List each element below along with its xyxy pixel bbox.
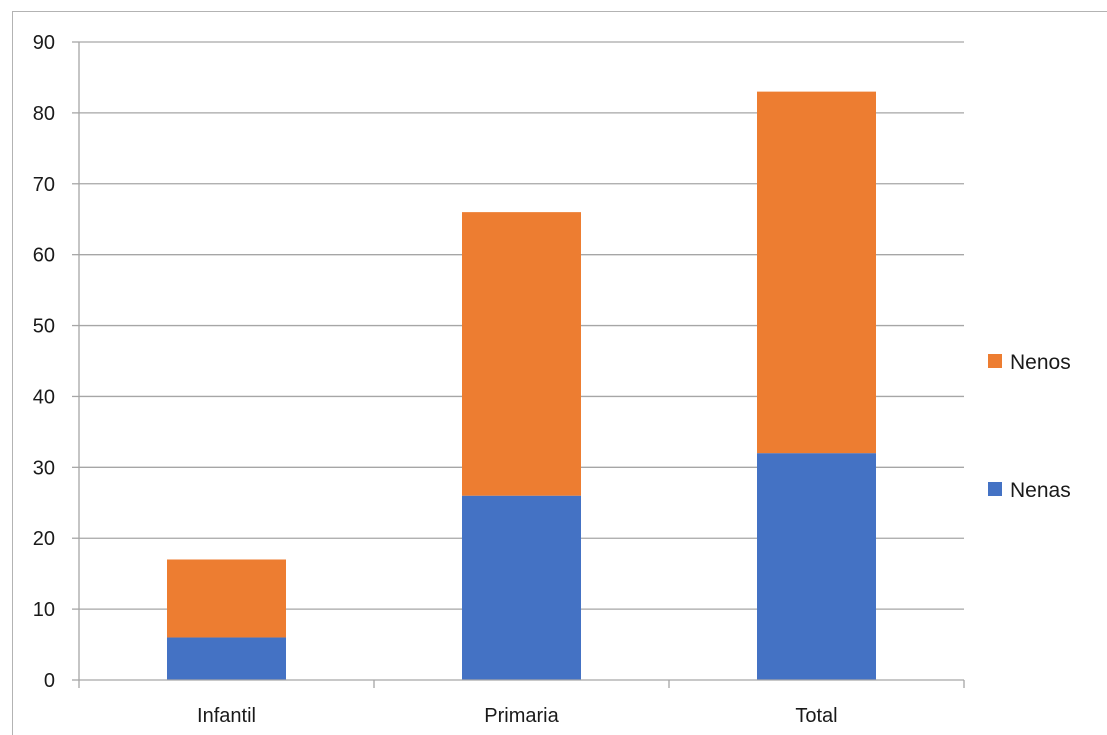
y-tick-label-60: 60 [33, 245, 55, 267]
y-axis-tick-labels: 0 10 20 30 40 50 60 70 80 90 [33, 32, 55, 692]
bar-nenos-primaria [462, 212, 581, 496]
axes [78, 42, 965, 688]
x-tick-label-total: Total [795, 705, 837, 727]
y-tick-label-50: 50 [33, 316, 55, 338]
bar-nenos-total [757, 91, 876, 454]
legend-swatch-nenos [988, 354, 1002, 368]
y-tick-label-90: 90 [33, 32, 55, 54]
legend-swatch-nenas [988, 482, 1002, 496]
x-tick-label-primaria: Primaria [484, 705, 559, 727]
y-tick-label-40: 40 [33, 386, 55, 408]
bar-nenas-primaria [462, 495, 581, 680]
legend: Nenos Nenas [988, 351, 1071, 502]
y-tick-label-20: 20 [33, 528, 55, 550]
x-tick-label-infantil: Infantil [197, 705, 256, 727]
y-tick-label-70: 70 [33, 174, 55, 196]
bars [167, 91, 876, 680]
legend-label-nenas: Nenas [1010, 479, 1071, 502]
legend-label-nenos: Nenos [1010, 351, 1071, 374]
y-tick-label-30: 30 [33, 457, 55, 479]
y-tick-label-80: 80 [33, 103, 55, 125]
y-tick-label-10: 10 [33, 599, 55, 621]
bar-nenas-infantil [167, 637, 286, 680]
y-tick-label-0: 0 [44, 670, 55, 692]
bar-nenos-infantil [167, 559, 286, 638]
x-axis-tick-labels: Infantil Primaria Total [197, 705, 838, 727]
bar-nenas-total [757, 453, 876, 680]
